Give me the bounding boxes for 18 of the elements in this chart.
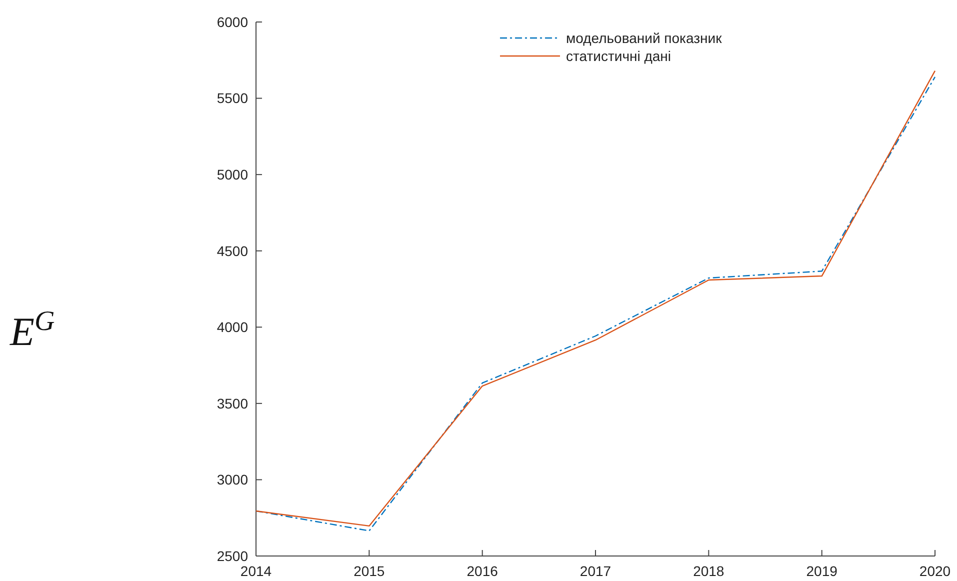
x-tick-label: 2017 (580, 563, 612, 579)
x-tick-label: 2019 (806, 563, 838, 579)
legend-label: статистичні дані (566, 48, 672, 64)
x-tick-label: 2016 (466, 563, 498, 579)
y-tick-label: 4000 (216, 319, 248, 336)
legend-label: модельований показник (566, 30, 723, 46)
x-tick-label: 2018 (693, 563, 724, 579)
y-tick-label: 5500 (216, 90, 248, 106)
y-tick-label: 3000 (216, 472, 248, 488)
y-tick-label: 4500 (216, 242, 248, 259)
x-tick-label: 2014 (240, 563, 272, 579)
y-tick-label: 3500 (216, 395, 248, 412)
y-axis-title: E$^{G}$ (9, 306, 55, 354)
y-tick-label: 2500 (216, 548, 248, 564)
y-tick-label: 5000 (216, 166, 248, 182)
y-tick-label: 6000 (216, 14, 248, 30)
x-tick-label: 2020 (919, 563, 951, 579)
x-tick-label: 2015 (354, 563, 385, 579)
